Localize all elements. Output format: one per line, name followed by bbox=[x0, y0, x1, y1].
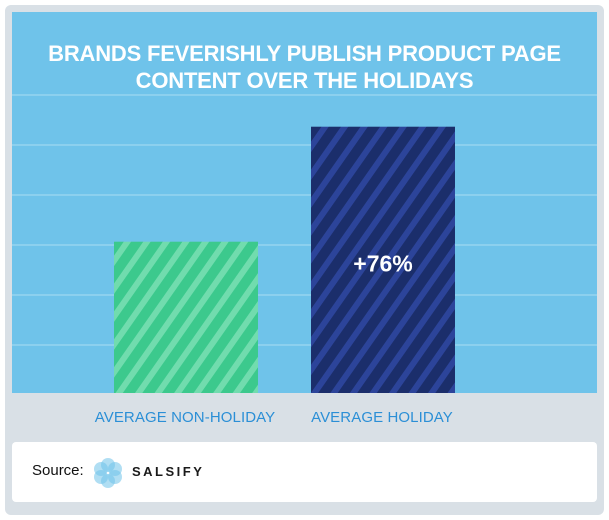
salsify-brand-name: SALSIFY bbox=[132, 464, 205, 479]
bars bbox=[114, 126, 455, 393]
source-label: Source: bbox=[32, 462, 84, 479]
gridlines bbox=[12, 94, 597, 346]
footer: Source: SALSIFY bbox=[12, 442, 597, 502]
salsify-flower-icon bbox=[94, 458, 122, 488]
bar-holiday bbox=[311, 126, 455, 393]
bar-non-holiday bbox=[114, 241, 258, 393]
chart-title-line-2: CONTENT OVER THE HOLIDAYS bbox=[135, 68, 474, 93]
chart-title-line-1: BRANDS FEVERISHLY PUBLISH PRODUCT PAGE bbox=[48, 41, 561, 66]
bar-data-labels: +76% bbox=[353, 251, 412, 277]
chart-title: BRANDS FEVERISHLY PUBLISH PRODUCT PAGE C… bbox=[12, 40, 597, 94]
bar-data-label: +76% bbox=[353, 251, 412, 277]
category-label-non-holiday: AVERAGE NON-HOLIDAY bbox=[94, 409, 276, 426]
chart-panel: BRANDS FEVERISHLY PUBLISH PRODUCT PAGE C… bbox=[12, 12, 597, 393]
category-label-holiday: AVERAGE HOLIDAY bbox=[311, 409, 453, 426]
